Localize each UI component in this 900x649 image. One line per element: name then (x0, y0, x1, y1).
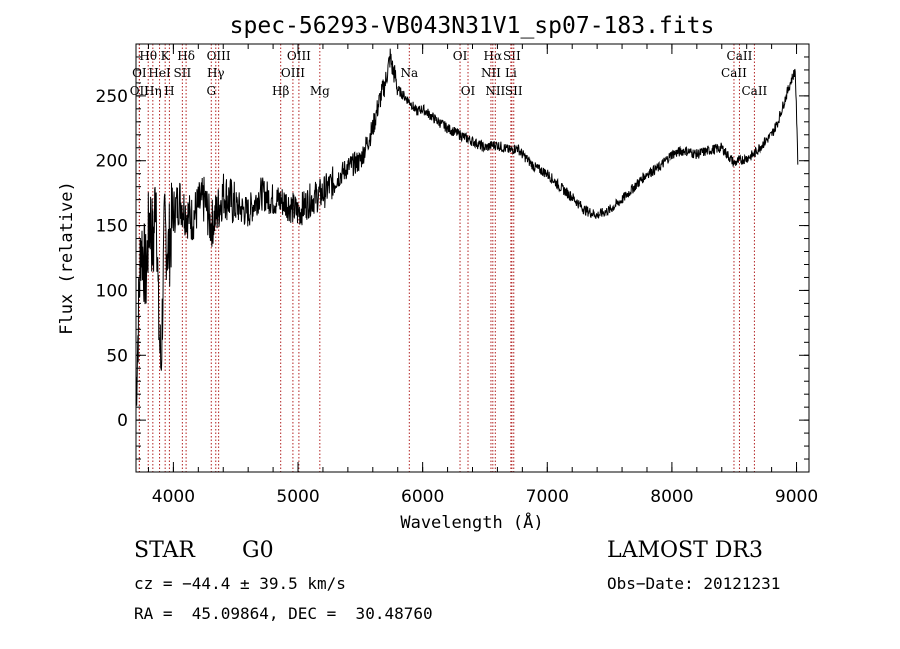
x-tick-label: 4000 (152, 487, 195, 507)
y-tick-label: 50 (106, 346, 128, 366)
y-axis-label: Flux (relative) (57, 181, 77, 335)
line-marker-label: NII (485, 84, 505, 98)
redshift-readout: cz = −44.4 ± 39.5 km/s (134, 574, 346, 593)
line-marker-label: Hδ (177, 49, 195, 63)
line-marker-label: SII (505, 84, 523, 98)
line-marker-label: CaII (721, 66, 747, 80)
line-marker-label: NII (481, 66, 501, 80)
y-tick-label: 200 (96, 152, 128, 172)
line-marker-label: OIII (287, 49, 311, 63)
line-marker-label: K (161, 49, 171, 63)
y-tick-label: 150 (96, 217, 128, 237)
line-marker-label: OII (130, 84, 150, 98)
x-tick-label: 7000 (526, 487, 569, 507)
y-tick-label: 0 (117, 411, 128, 431)
line-marker-label: CaII (741, 84, 767, 98)
x-tick-label: 8000 (650, 487, 693, 507)
object-class: STAR (134, 538, 195, 563)
line-marker-label: SII (503, 49, 521, 63)
x-axis: 4000 5000 6000 7000 8000 9000 (147, 44, 818, 507)
line-marker-label: Hη (144, 84, 162, 98)
y-tick-label: 100 (96, 281, 128, 301)
x-tick-label: 6000 (401, 487, 444, 507)
obs-date: Obs−Date: 20121231 (607, 574, 781, 593)
line-marker-label: Hγ (207, 66, 225, 80)
line-marker-label: Hα (484, 49, 503, 63)
x-tick-label: 5000 (276, 487, 319, 507)
line-marker-label: Mg (310, 84, 330, 98)
series-line-0 (135, 48, 799, 406)
survey-label: LAMOST DR3 (607, 538, 763, 563)
line-marker-label: Hθ (139, 49, 157, 63)
line-marker-label: G (206, 84, 216, 98)
x-axis-label: Wavelength (Å) (400, 511, 543, 533)
line-marker-label: CaII (727, 49, 753, 63)
line-marker-label: OIII (207, 49, 231, 63)
x-tick-label: 9000 (775, 487, 818, 507)
subclass: G0 (242, 538, 274, 563)
chart-title: spec-56293-VB043N31V1_sp07-183.fits (230, 13, 715, 39)
line-marker-label: SII (174, 66, 192, 80)
line-marker-label: Li (505, 66, 517, 80)
line-marker-label: HeI (148, 66, 171, 80)
line-marker-label: OI (453, 49, 468, 63)
series-group (135, 48, 799, 406)
plot-frame (135, 43, 810, 473)
line-marker-label: OIII (281, 66, 305, 80)
y-axis: 0 50 100 150 200 250 (96, 56, 809, 460)
ra-dec-readout: RA = 45.09864, DEC = 30.48760 (134, 604, 433, 623)
y-tick-label: 250 (96, 87, 128, 107)
line-marker-label: H (164, 84, 174, 98)
line-marker-label: OI (461, 84, 476, 98)
line-marker-label: Na (400, 66, 418, 80)
line-marker-label: Hβ (272, 84, 289, 98)
